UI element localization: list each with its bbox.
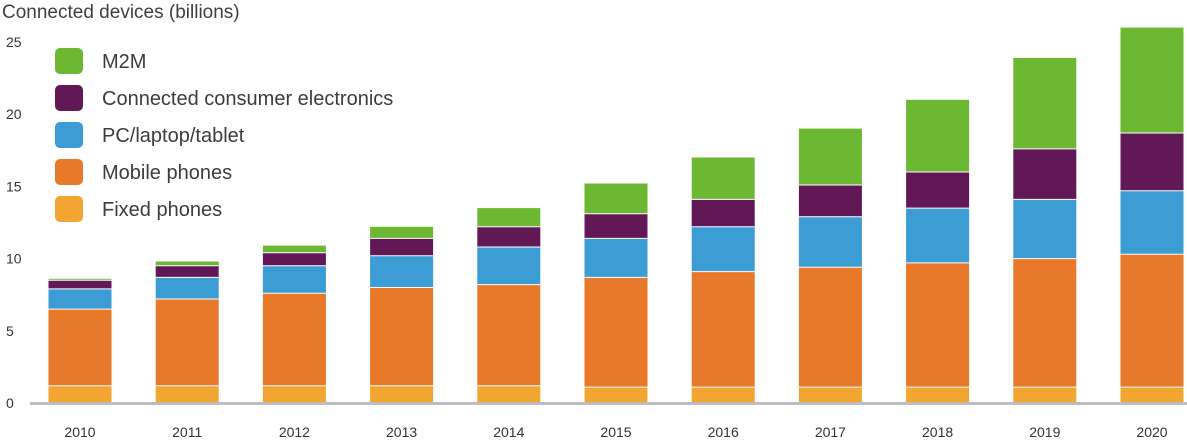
bar-2020-mobile-phones <box>1120 254 1184 388</box>
bar-2019-m2m <box>1013 57 1077 149</box>
x-tick-label-2020: 2020 <box>1136 424 1167 440</box>
bar-2019-pc-laptop-tablet <box>1013 199 1077 259</box>
bar-2014-fixed-phones <box>477 385 541 403</box>
x-tick-label-2018: 2018 <box>922 424 953 440</box>
bar-2014-pc-laptop-tablet <box>477 247 541 285</box>
bar-2013-mobile-phones <box>370 287 434 386</box>
bar-2013-fixed-phones <box>370 385 434 403</box>
bar-2012-mobile-phones <box>262 293 326 386</box>
bar-2013-pc-laptop-tablet <box>370 255 434 288</box>
bar-2020-connected-consumer-electronics <box>1120 133 1184 191</box>
y-tick-label-25: 25 <box>6 34 22 50</box>
bar-2015-connected-consumer-electronics <box>584 213 648 239</box>
y-tick-label-20: 20 <box>6 106 22 122</box>
y-tick-label-10: 10 <box>6 251 22 267</box>
bar-2011-fixed-phones <box>155 385 219 403</box>
y-tick-label-5: 5 <box>6 323 14 339</box>
bar-2012-fixed-phones <box>262 385 326 403</box>
chart-title: Connected devices (billions) <box>2 2 240 23</box>
bar-2017-mobile-phones <box>798 267 862 388</box>
y-tick-label-0: 0 <box>6 395 14 411</box>
bar-2018-connected-consumer-electronics <box>906 172 970 209</box>
bar-2013-m2m <box>370 226 434 239</box>
x-tick-label-2012: 2012 <box>279 424 310 440</box>
bar-2012-connected-consumer-electronics <box>262 252 326 266</box>
bar-2018-fixed-phones <box>906 387 970 403</box>
bar-2010-pc-laptop-tablet <box>48 288 112 310</box>
bar-2016-fixed-phones <box>691 387 755 403</box>
legend-swatch-mobile-phones <box>55 159 83 185</box>
bar-2016-m2m <box>691 157 755 200</box>
bar-2011-connected-consumer-electronics <box>155 265 219 278</box>
legend-label-connected-consumer-electronics: Connected consumer electronics <box>102 88 393 110</box>
bar-2017-fixed-phones <box>798 387 862 403</box>
x-tick-label-2013: 2013 <box>386 424 417 440</box>
bar-2010-m2m <box>48 278 112 281</box>
axis-layer: 2010 2011 2012 2013 2014 2015 2016 2017 2018 2019… <box>6 34 1187 440</box>
x-tick-label-2010: 2010 <box>64 424 95 440</box>
bar-2012-pc-laptop-tablet <box>262 265 326 294</box>
bar-2019-mobile-phones <box>1013 258 1077 388</box>
y-tick-label-15: 15 <box>6 178 22 194</box>
legend-label-m2m: M2M <box>102 51 146 73</box>
x-tick-label-2019: 2019 <box>1029 424 1060 440</box>
bar-2017-m2m <box>798 128 862 185</box>
bar-2019-fixed-phones <box>1013 387 1077 403</box>
bar-2016-pc-laptop-tablet <box>691 226 755 272</box>
legend-label-pc-laptop-tablet: PC/laptop/tablet <box>102 125 245 147</box>
bar-2015-mobile-phones <box>584 277 648 388</box>
legend-label-fixed-phones: Fixed phones <box>102 199 222 221</box>
legend: M2M Connected consumer electronics PC/lapt… <box>55 48 393 222</box>
x-tick-label-2011: 2011 <box>172 424 202 440</box>
bar-2016-mobile-phones <box>691 271 755 388</box>
bar-2019-connected-consumer-electronics <box>1013 148 1077 200</box>
legend-label-mobile-phones: Mobile phones <box>102 162 232 184</box>
bar-2018-pc-laptop-tablet <box>906 208 970 263</box>
bar-2013-connected-consumer-electronics <box>370 238 434 256</box>
bar-2014-m2m <box>477 208 541 227</box>
bar-2010-fixed-phones <box>48 385 112 403</box>
bar-2020-pc-laptop-tablet <box>1120 190 1184 255</box>
bar-2011-m2m <box>155 261 219 266</box>
legend-swatch-pc-laptop-tablet <box>55 122 83 148</box>
x-tick-label-2014: 2014 <box>493 424 524 440</box>
bar-2017-connected-consumer-electronics <box>798 185 862 217</box>
bar-2011-pc-laptop-tablet <box>155 277 219 300</box>
bar-2015-fixed-phones <box>584 387 648 403</box>
bar-2014-mobile-phones <box>477 284 541 386</box>
x-tick-label-2017: 2017 <box>815 424 846 440</box>
bar-2020-m2m <box>1120 27 1184 134</box>
x-tick-label-2015: 2015 <box>600 424 631 440</box>
legend-swatch-connected-consumer-electronics <box>55 85 83 111</box>
bar-2018-mobile-phones <box>906 262 970 388</box>
bar-2018-m2m <box>906 99 970 172</box>
bars-layer <box>48 27 1184 403</box>
bar-2015-pc-laptop-tablet <box>584 238 648 278</box>
bar-2020-fixed-phones <box>1120 387 1184 403</box>
legend-swatch-fixed-phones <box>55 196 83 222</box>
bar-2016-connected-consumer-electronics <box>691 199 755 227</box>
bar-2011-mobile-phones <box>155 299 219 386</box>
bar-2014-connected-consumer-electronics <box>477 226 541 247</box>
bar-2010-connected-consumer-electronics <box>48 280 112 289</box>
legend-swatch-m2m <box>55 48 83 74</box>
x-tick-label-2016: 2016 <box>708 424 739 440</box>
bar-2010-mobile-phones <box>48 309 112 386</box>
bar-2015-m2m <box>584 183 648 214</box>
bar-2012-m2m <box>262 245 326 253</box>
bar-2017-pc-laptop-tablet <box>798 216 862 268</box>
